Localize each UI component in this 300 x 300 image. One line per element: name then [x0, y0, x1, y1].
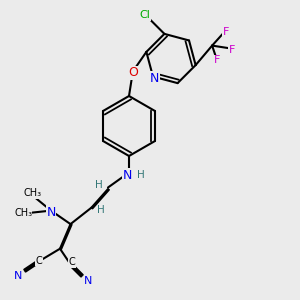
Text: C: C [68, 257, 75, 267]
Text: O: O [128, 66, 138, 80]
Text: F: F [228, 45, 235, 55]
Text: H: H [136, 170, 144, 180]
Text: Cl: Cl [140, 11, 150, 20]
Text: C: C [36, 256, 43, 266]
Text: N: N [150, 71, 159, 85]
Text: N: N [46, 206, 56, 219]
Text: N: N [84, 276, 93, 286]
Text: CH₃: CH₃ [14, 208, 32, 218]
Text: CH₃: CH₃ [24, 188, 42, 199]
Text: N: N [14, 271, 22, 281]
Text: F: F [213, 55, 220, 65]
Text: N: N [123, 169, 132, 182]
Text: H: H [95, 180, 103, 190]
Text: H: H [97, 205, 105, 215]
Text: F: F [222, 27, 229, 37]
